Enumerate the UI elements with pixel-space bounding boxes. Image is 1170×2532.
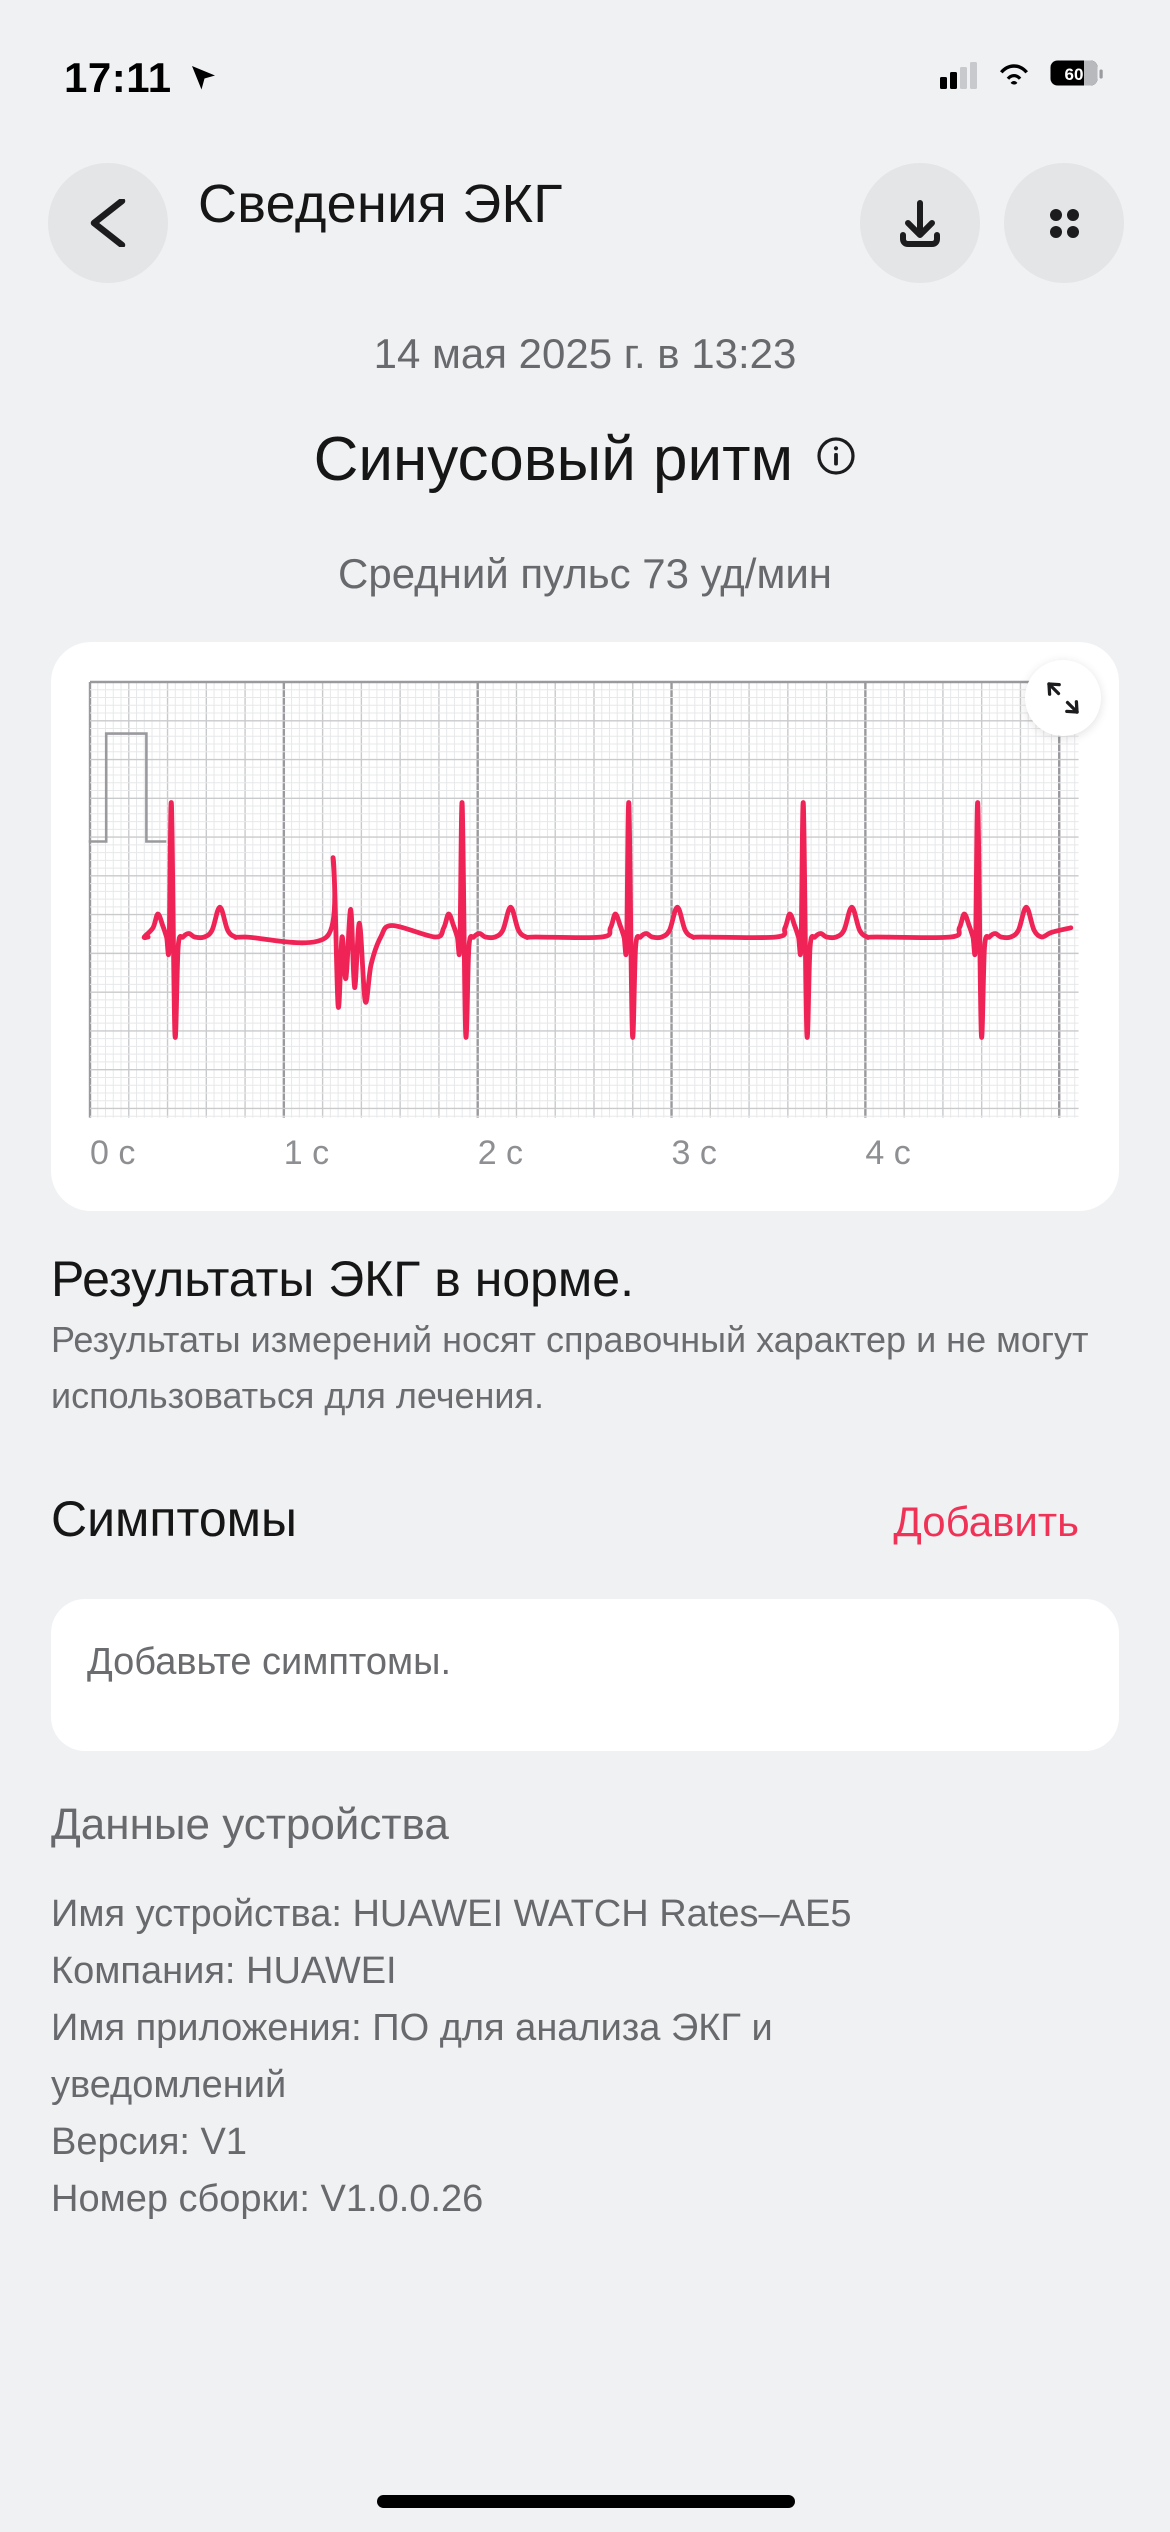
svg-text:60: 60 bbox=[1065, 65, 1084, 84]
